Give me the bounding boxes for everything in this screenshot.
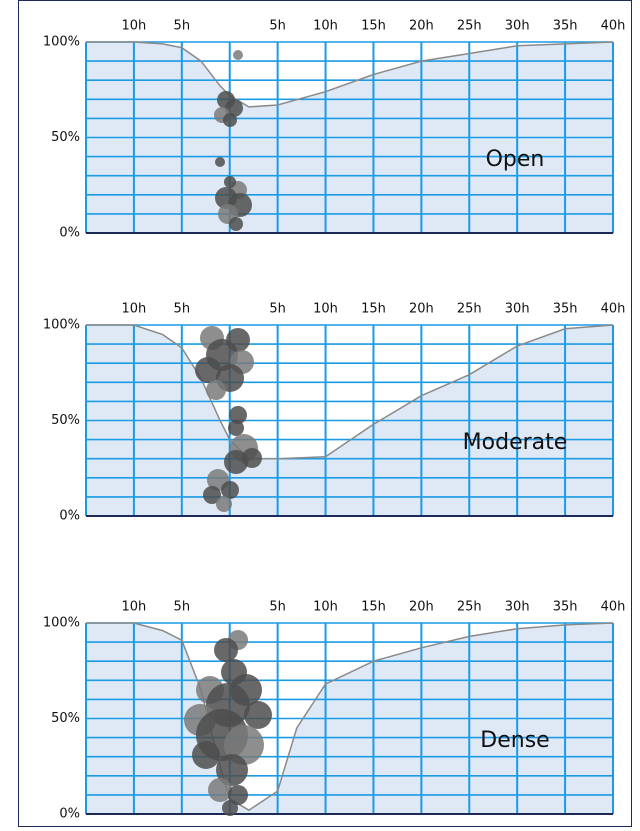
- x-tick-label: 40h: [601, 19, 626, 34]
- y-tick-label: 0%: [59, 226, 80, 241]
- foliage: [208, 778, 232, 802]
- y-tick-label: 100%: [43, 318, 80, 333]
- figure: 10h 5h 5h 10h 15h 20h 25h 30h 35h 40h 0% 50% 100% Ope…: [0, 0, 640, 827]
- y-tick-label: 0%: [59, 807, 80, 822]
- x-tick-label: 10h: [313, 302, 338, 317]
- x-tick-label: 25h: [457, 600, 482, 615]
- density-label: Open: [486, 147, 545, 172]
- foliage: [216, 496, 232, 512]
- x-tick-label: 10h: [122, 600, 147, 615]
- x-tick-label: 15h: [361, 600, 386, 615]
- foliage: [229, 217, 243, 231]
- x-tick-label: 35h: [553, 302, 578, 317]
- x-tick-label: 30h: [505, 19, 530, 34]
- x-tick-label: 10h: [122, 302, 147, 317]
- x-tick-label: 30h: [505, 302, 530, 317]
- x-tick-label: 5h: [174, 19, 191, 34]
- foliage: [244, 701, 272, 729]
- y-tick-label: 0%: [59, 509, 80, 524]
- y-tick-label: 50%: [51, 413, 80, 428]
- x-tick-label: 10h: [313, 600, 338, 615]
- x-tick-label: 40h: [601, 302, 626, 317]
- x-tick-label: 5h: [174, 600, 191, 615]
- foliage: [242, 448, 262, 468]
- x-tick-label: 20h: [409, 302, 434, 317]
- x-tick-label: 25h: [457, 302, 482, 317]
- x-tick-label: 10h: [122, 19, 147, 34]
- x-tick-label: 20h: [409, 19, 434, 34]
- x-tick-label: 30h: [505, 600, 530, 615]
- foliage: [222, 800, 238, 816]
- x-tick-label: 35h: [553, 19, 578, 34]
- y-tick-label: 50%: [51, 130, 80, 145]
- x-tick-label: 15h: [361, 19, 386, 34]
- foliage: [215, 157, 225, 167]
- x-tick-label: 5h: [269, 19, 286, 34]
- y-tick-label: 100%: [43, 616, 80, 631]
- x-tick-label: 5h: [174, 302, 191, 317]
- x-tick-label: 20h: [409, 600, 434, 615]
- y-tick-label: 100%: [43, 35, 80, 50]
- x-tick-label: 15h: [361, 302, 386, 317]
- foliage: [228, 420, 244, 436]
- foliage: [214, 638, 238, 662]
- density-label: Moderate: [463, 430, 568, 455]
- x-tick-label: 40h: [601, 600, 626, 615]
- x-tick-label: 5h: [269, 600, 286, 615]
- foliage: [233, 50, 243, 60]
- density-label: Dense: [480, 728, 549, 753]
- x-tick-label: 35h: [553, 600, 578, 615]
- foliage: [206, 380, 226, 400]
- foliage: [224, 176, 236, 188]
- foliage: [223, 113, 237, 127]
- y-tick-label: 50%: [51, 711, 80, 726]
- x-tick-label: 5h: [269, 302, 286, 317]
- foliage: [192, 741, 220, 769]
- x-tick-label: 25h: [457, 19, 482, 34]
- x-tick-label: 10h: [313, 19, 338, 34]
